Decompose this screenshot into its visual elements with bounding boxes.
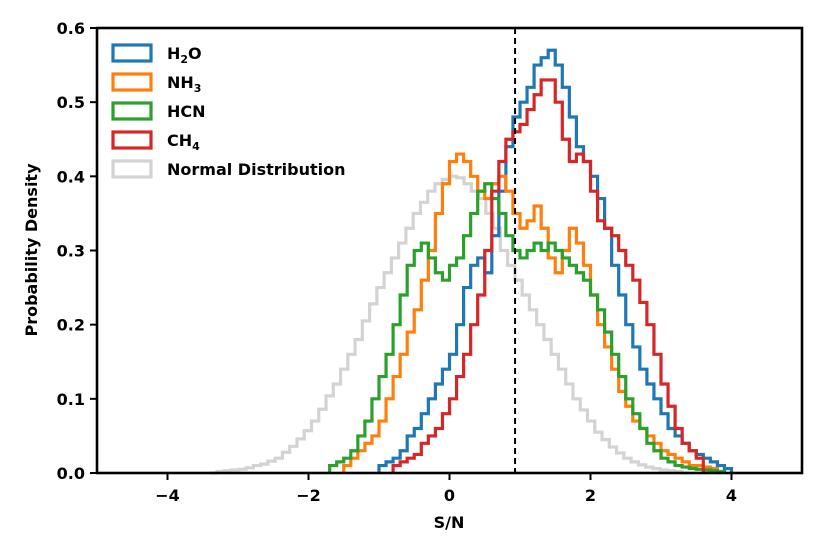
legend-label-nh3: NH3 (167, 73, 201, 95)
x-tick-label: 4 (726, 486, 737, 505)
series-ch4-histogram (391, 78, 705, 473)
legend-swatch-nh3 (111, 72, 153, 92)
x-tick-label: 2 (585, 486, 596, 505)
y-axis-label: Probability Density (22, 163, 41, 337)
series-hcn-histogram (328, 182, 727, 474)
y-tick-label: 0.2 (57, 316, 85, 335)
legend-label-ch4: CH4 (167, 131, 200, 153)
legend-swatch-hcn (111, 101, 153, 121)
x-tick-label: 0 (444, 486, 455, 505)
x-axis: −4 −2 0 2 4 (155, 473, 737, 505)
plot-area (209, 28, 734, 475)
x-axis-label: S/N (434, 513, 465, 532)
y-tick-label: 0.4 (57, 167, 85, 186)
legend-label-h2o: H2O (167, 44, 202, 66)
legend: H2O NH3 HCN CH4 Normal Distribution (111, 43, 345, 179)
y-tick-label: 0.6 (57, 19, 85, 38)
legend-swatch-normal-distribution (111, 159, 153, 179)
legend-swatch-ch4 (111, 130, 153, 150)
legend-swatch-h2o (111, 43, 153, 63)
y-tick-label: 0.5 (57, 93, 85, 112)
y-axis: 0.0 0.1 0.2 0.3 0.4 0.5 0.6 (57, 19, 97, 483)
y-tick-label: 0.0 (57, 464, 85, 483)
legend-label-normal-distribution: Normal Distribution (167, 160, 345, 179)
plot-frame (95, 26, 804, 475)
series-nh3-histogram (342, 152, 719, 473)
y-tick-label: 0.3 (57, 242, 85, 261)
y-tick-label: 0.1 (57, 390, 85, 409)
x-tick-label: −2 (296, 486, 321, 505)
x-tick-label: −4 (155, 486, 180, 505)
legend-label-hcn: HCN (167, 102, 206, 121)
